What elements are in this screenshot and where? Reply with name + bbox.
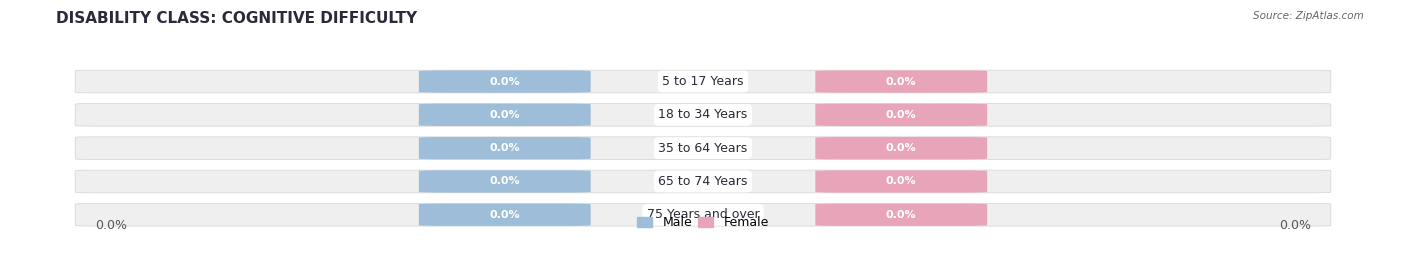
- Text: 65 to 74 Years: 65 to 74 Years: [658, 175, 748, 188]
- FancyBboxPatch shape: [76, 103, 1330, 126]
- Text: 0.0%: 0.0%: [886, 176, 917, 187]
- Text: 75 Years and over: 75 Years and over: [647, 208, 759, 221]
- FancyBboxPatch shape: [815, 104, 987, 126]
- FancyBboxPatch shape: [76, 70, 1330, 93]
- FancyBboxPatch shape: [815, 204, 987, 226]
- Text: 0.0%: 0.0%: [886, 77, 917, 87]
- Text: 0.0%: 0.0%: [489, 210, 520, 220]
- FancyBboxPatch shape: [419, 70, 591, 93]
- Text: DISABILITY CLASS: COGNITIVE DIFFICULTY: DISABILITY CLASS: COGNITIVE DIFFICULTY: [56, 11, 418, 26]
- Text: 0.0%: 0.0%: [1279, 219, 1310, 232]
- FancyBboxPatch shape: [76, 137, 1330, 159]
- Text: 0.0%: 0.0%: [489, 143, 520, 153]
- FancyBboxPatch shape: [419, 170, 591, 193]
- FancyBboxPatch shape: [815, 170, 987, 193]
- Text: 5 to 17 Years: 5 to 17 Years: [662, 75, 744, 88]
- Text: 0.0%: 0.0%: [489, 77, 520, 87]
- Text: 0.0%: 0.0%: [489, 110, 520, 120]
- Text: 18 to 34 Years: 18 to 34 Years: [658, 108, 748, 121]
- Text: 0.0%: 0.0%: [886, 110, 917, 120]
- FancyBboxPatch shape: [76, 203, 1330, 226]
- Text: 35 to 64 Years: 35 to 64 Years: [658, 142, 748, 155]
- Text: 0.0%: 0.0%: [96, 219, 127, 232]
- FancyBboxPatch shape: [419, 137, 591, 159]
- FancyBboxPatch shape: [76, 170, 1330, 193]
- FancyBboxPatch shape: [815, 137, 987, 159]
- Text: 0.0%: 0.0%: [886, 143, 917, 153]
- FancyBboxPatch shape: [419, 104, 591, 126]
- Text: 0.0%: 0.0%: [489, 176, 520, 187]
- Text: 0.0%: 0.0%: [886, 210, 917, 220]
- FancyBboxPatch shape: [815, 70, 987, 93]
- FancyBboxPatch shape: [419, 204, 591, 226]
- Text: Source: ZipAtlas.com: Source: ZipAtlas.com: [1253, 11, 1364, 21]
- Legend: Male, Female: Male, Female: [633, 211, 773, 234]
